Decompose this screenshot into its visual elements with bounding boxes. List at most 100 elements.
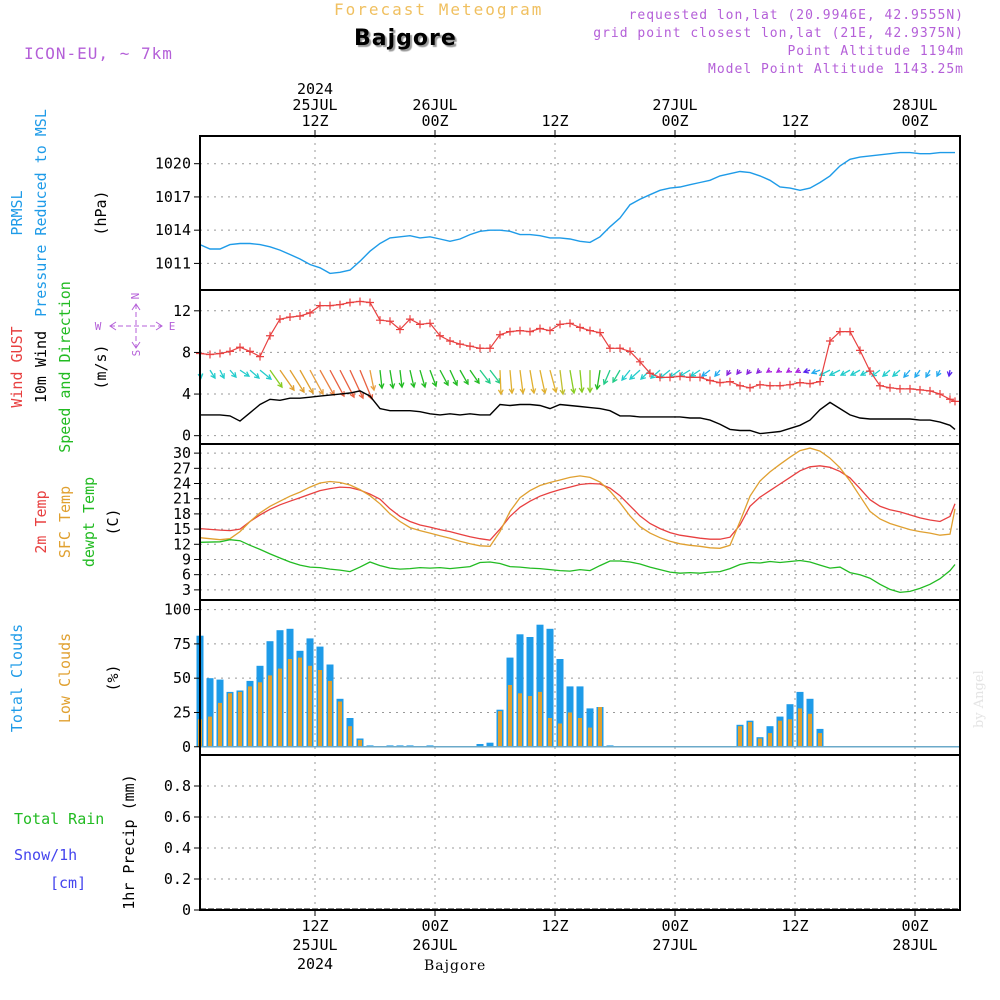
wind-direction-arrowhead: [640, 374, 646, 381]
wind-gust-marker: [316, 301, 324, 310]
low-clouds-bar: [778, 720, 782, 747]
wind-direction-arrowhead: [765, 367, 773, 373]
wind-direction-arrowhead: [219, 373, 225, 380]
precip-unit-label: 1hr Precip (mm): [120, 774, 138, 909]
low-clouds-bar: [348, 726, 352, 747]
total-clouds-bar: [576, 686, 584, 747]
bottom-time-label: 28JUL: [892, 936, 937, 954]
wind-direction-arrowhead: [299, 387, 305, 394]
wind-direction-arrowhead: [378, 383, 385, 390]
low-clouds-bar: [288, 659, 292, 747]
wind-direction-arrowhead: [253, 373, 261, 379]
wind-gust-marker: [476, 344, 484, 353]
wind-gust-marker: [446, 336, 454, 345]
wind-direction-arrow: [319, 369, 335, 396]
wind-direction-arrow: [539, 369, 546, 394]
wind-gust-marker: [396, 325, 404, 334]
wind-direction-arrow: [489, 369, 501, 384]
low-clouds-bar: [818, 733, 822, 747]
wind-gust-marker: [366, 298, 374, 307]
wind-direction-arrowhead: [594, 384, 601, 391]
wind-direction-arrowhead: [410, 382, 416, 389]
wind-gust-marker: [526, 327, 534, 336]
wind-gust-marker: [576, 323, 584, 332]
low-clouds-bar: [238, 691, 242, 747]
wind-direction-arrowhead: [756, 368, 762, 375]
wind-direction-arrowhead: [519, 388, 526, 395]
wind-direction-arrowhead: [559, 389, 566, 396]
wind-direction-arrowhead: [612, 377, 618, 384]
wind-direction-arrow: [509, 370, 513, 394]
wind-direction-arrow: [369, 369, 375, 391]
wind-direction-arrow: [389, 370, 394, 389]
point-altitude: Point Altitude 1194m: [787, 44, 964, 59]
y-tick-label: 21: [173, 490, 191, 508]
top-time-label: 12Z: [541, 112, 568, 130]
wind-direction-arrowhead: [839, 370, 846, 376]
low-clouds-bar: [318, 670, 322, 747]
wind-gust-marker: [616, 344, 624, 353]
wind-direction-arrow: [379, 370, 383, 389]
wind-unit-label: (m/s): [92, 344, 110, 389]
wind-speed-line: [200, 390, 956, 435]
wind-gust-marker: [726, 377, 734, 386]
wind-direction-arrowhead: [570, 388, 577, 395]
sfc_temp-line: [199, 447, 956, 549]
wind-direction-arrowhead: [849, 370, 856, 376]
low-clouds-bar: [748, 722, 752, 747]
wind-gust-marker: [746, 383, 754, 392]
wind-direction-arrowhead: [736, 369, 742, 376]
wind-direction-arrow: [329, 369, 345, 397]
top-time-label: 00Z: [661, 112, 688, 130]
wind-gust-marker: [226, 347, 234, 356]
wind-gust-marker: [636, 357, 644, 366]
wind-gust-marker: [736, 381, 744, 390]
wind-direction-arrow: [449, 369, 458, 386]
wind-direction-arrowhead: [349, 392, 355, 399]
low-clouds-bar: [338, 701, 342, 747]
top-time-label: 00Z: [421, 112, 448, 130]
wind-direction-arrowhead: [485, 378, 491, 385]
y-tick-label: 12: [173, 535, 191, 553]
wind-direction-arrow: [409, 369, 415, 388]
low-clouds-bar: [758, 738, 762, 747]
wind-gust-marker: [296, 312, 304, 321]
low-clouds-bar: [518, 693, 522, 747]
wind-direction-arrowhead: [508, 388, 515, 395]
bottom-time-label: 25JUL: [292, 936, 337, 954]
y-tick-label: 0.6: [164, 808, 191, 826]
wind-gust-marker: [936, 390, 944, 399]
wind-direction-arrowhead: [726, 370, 732, 377]
y-tick-label: 6: [182, 566, 191, 584]
wind-gust-marker: [856, 346, 864, 355]
total-clouds-bar: [486, 742, 494, 747]
wind-gust-marker: [556, 320, 564, 329]
wind-gust-line: [199, 300, 956, 402]
wind-direction-arrowhead: [870, 371, 877, 377]
wind-gust-marker: [266, 331, 274, 340]
low-clouds-label: Low Clouds: [56, 633, 74, 723]
wind-direction-arrowhead: [318, 389, 324, 396]
y-tick-label: 100: [164, 601, 191, 619]
wind-gust-marker: [346, 298, 354, 307]
wind-direction-arrowhead: [231, 372, 237, 379]
y-tick-label: 0: [182, 427, 191, 445]
wind-gust-marker: [866, 367, 874, 376]
low-clouds-bar: [588, 727, 592, 747]
model-label: ICON-EU, ~ 7km: [24, 44, 173, 63]
wind-direction-arrowhead: [794, 367, 802, 373]
bottom-time-label: 12Z: [781, 917, 808, 935]
wind-gust-marker: [486, 344, 494, 353]
wind-gust-marker: [686, 373, 694, 382]
wind-direction-arrow: [359, 369, 373, 400]
wind-direction-arrow: [892, 369, 901, 377]
wind-direction-arrowhead: [802, 368, 810, 374]
low-clouds-bar: [768, 733, 772, 747]
bottom-time-label: 2024: [297, 955, 333, 973]
wind-direction-arrow: [621, 369, 631, 381]
wind-direction-arrow: [209, 369, 216, 379]
wind-gust-marker: [336, 300, 344, 309]
top-time-label: 00Z: [901, 112, 928, 130]
wind-direction-arrow: [429, 369, 437, 387]
